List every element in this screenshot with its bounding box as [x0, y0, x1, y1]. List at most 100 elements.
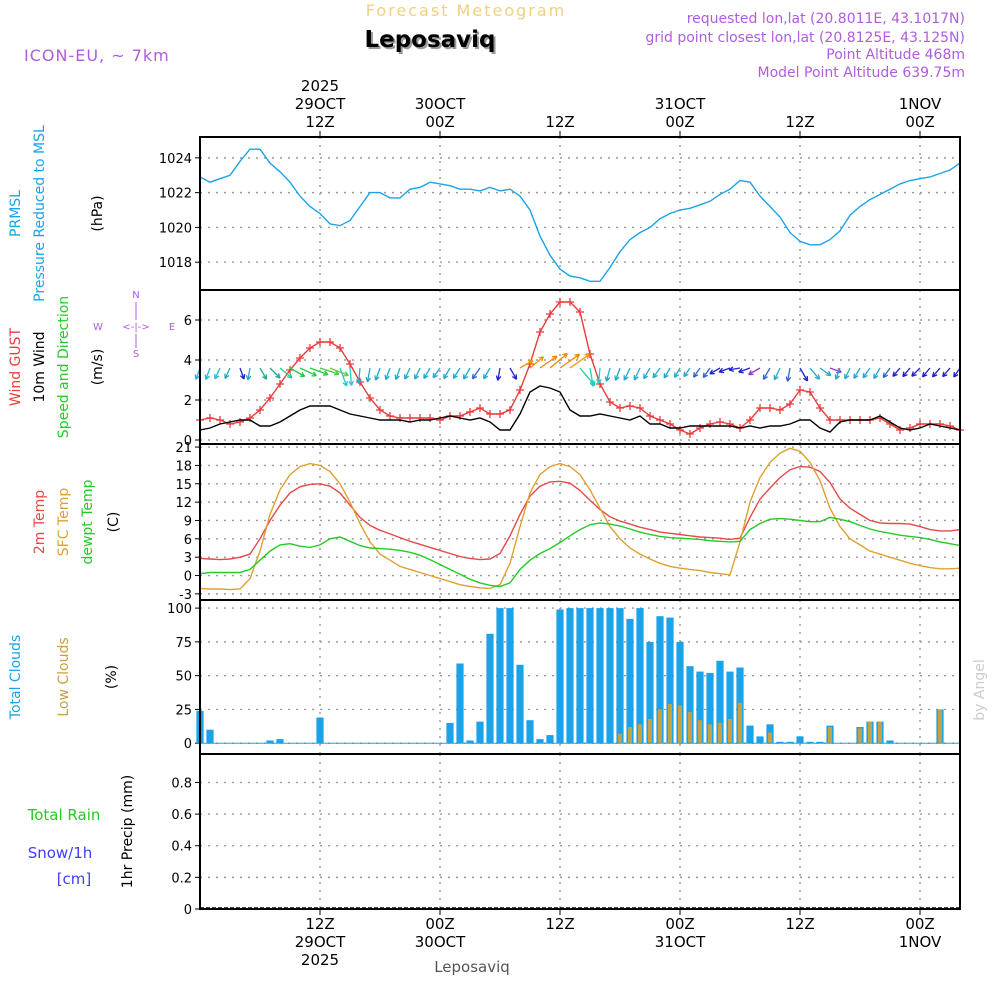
gust-marker [406, 414, 414, 422]
gust-marker [746, 416, 754, 424]
bar-low-clouds [648, 718, 652, 744]
gust-marker [706, 420, 714, 428]
bar-total-clouds [556, 609, 564, 744]
y-tick-label: 3 [184, 551, 192, 566]
y-tick-label: 6 [184, 314, 192, 329]
wind-arrow [204, 367, 211, 380]
wind-arrow [692, 367, 701, 378]
bar-total-clouds [786, 741, 794, 744]
bar-low-clouds [678, 705, 682, 744]
bar-total-clouds [496, 608, 504, 744]
wind-arrow [633, 367, 641, 381]
bar-total-clouds [716, 660, 724, 744]
wind-arrow [819, 367, 832, 377]
model-altitude: Model Point Altitude 639.75m [758, 65, 965, 81]
gust-marker [686, 430, 694, 438]
axis-label: 1hr Precip (mm) [120, 775, 136, 888]
compass-w: W [93, 322, 103, 333]
wind-arrow [799, 367, 809, 382]
gust-marker [626, 402, 634, 410]
y-tick-label: 18 [175, 459, 192, 474]
wind-panel: 0 2 4 6 [184, 289, 964, 449]
wind-arrow [224, 367, 231, 380]
panel-frame [199, 443, 961, 601]
y-tick-label: 2 [184, 394, 192, 409]
bar-total-clouds [506, 608, 514, 744]
gust-marker [426, 414, 434, 422]
y-tick-label: 15 [175, 478, 192, 493]
requested-coords: requested lon,lat (20.8011E, 43.1017N) [687, 11, 965, 27]
gust-marker [916, 420, 924, 428]
wind-arrow [365, 367, 372, 383]
gust-marker [206, 414, 214, 422]
wind-arrow [762, 367, 771, 380]
y-tick-label: 100 [167, 602, 192, 617]
gust-marker [336, 344, 344, 352]
time-label-bottom: 12Z [305, 915, 334, 933]
wind-arrow [853, 367, 861, 379]
gust-marker [756, 404, 764, 412]
precip-legend-label: Snow/1h [28, 844, 93, 862]
time-label-bottom: 2025 [301, 951, 339, 969]
gust-marker [806, 388, 814, 396]
wind-arrow [356, 367, 362, 385]
temperature-panel: -3 0 3 6 9 12 15 18 21 [175, 441, 961, 603]
gust-marker [816, 404, 824, 412]
gust-marker [256, 406, 264, 414]
bar-low-clouds [828, 727, 832, 744]
wind-arrow [374, 367, 381, 381]
wind-arrow [702, 367, 711, 379]
bar-total-clouds [686, 666, 694, 744]
bar-total-clouds [316, 717, 324, 744]
compass-s: S [133, 349, 139, 360]
series-dewpt-temp [199, 516, 961, 588]
bar-total-clouds [616, 608, 624, 744]
bar-low-clouds [668, 704, 672, 744]
gust-marker [576, 308, 584, 316]
wind-arrow [614, 367, 621, 381]
gust-marker [696, 424, 704, 432]
time-label-top: 12Z [305, 113, 334, 131]
gust-marker [366, 394, 374, 402]
compass-e: E [169, 322, 175, 333]
bar-low-clouds [628, 727, 632, 744]
gust-marker [266, 394, 274, 402]
y-tick-label: 0.4 [171, 840, 192, 855]
wind-arrow [834, 367, 841, 380]
y-tick-label: 50 [175, 670, 192, 685]
wind-arrow [404, 367, 411, 380]
time-label-bottom: 00Z [425, 915, 454, 933]
bar-total-clouds [476, 721, 484, 744]
wind-arrow [423, 367, 431, 380]
gust-marker [296, 354, 304, 362]
bar-total-clouds [516, 664, 524, 744]
panel-frame [199, 136, 961, 291]
gust-marker [616, 404, 624, 412]
bar-total-clouds [666, 617, 674, 744]
bar-low-clouds [878, 721, 882, 744]
bar-total-clouds [266, 740, 274, 744]
gust-marker [236, 418, 244, 426]
bar-total-clouds [276, 739, 284, 744]
axis-label: (%) [104, 665, 120, 689]
gust-marker [776, 406, 784, 414]
axis-label: Wind GUST [8, 327, 24, 406]
wind-arrow [339, 367, 348, 387]
time-label-bottom: 12Z [785, 915, 814, 933]
y-tick-label: 0.6 [171, 808, 192, 823]
time-label-top: 00Z [665, 113, 694, 131]
axis-label: Low Clouds [56, 637, 72, 716]
time-label-bottom: 30OCT [415, 933, 466, 951]
gust-marker [316, 338, 324, 346]
y-tick-label: 21 [175, 441, 192, 456]
axis-label: dewpt Temp [80, 479, 96, 564]
wind-arrow [309, 367, 329, 376]
gust-marker [496, 410, 504, 418]
bar-low-clouds [858, 728, 862, 744]
wind-arrow [953, 367, 961, 378]
axis-label: (m/s) [90, 349, 106, 386]
axis-label: Total Clouds [8, 635, 24, 720]
compass-n: N [132, 290, 139, 301]
footer-location: Leposaviq [434, 958, 510, 976]
wind-arrow [462, 367, 471, 380]
